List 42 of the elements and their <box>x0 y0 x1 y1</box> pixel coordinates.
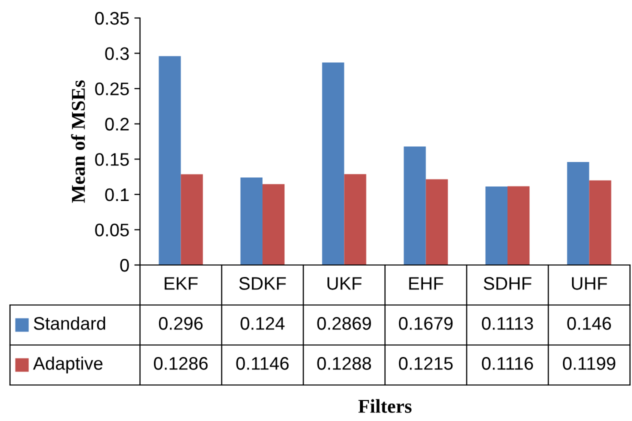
y-tick-label: 0 <box>120 258 129 272</box>
bar <box>404 146 426 265</box>
data-label: 0.146 <box>567 317 611 330</box>
data-label: 0.1113 <box>482 317 533 330</box>
bar <box>589 180 612 265</box>
y-tick-label: 0.35 <box>95 12 129 25</box>
bar <box>426 179 448 265</box>
y-axis-title: Mean of MSEs <box>71 80 85 203</box>
y-tick-label: 0.2 <box>105 118 129 131</box>
data-label: 0.1288 <box>317 357 371 370</box>
x-tick-label: UHF <box>572 277 607 290</box>
data-label: 0.1116 <box>482 357 533 370</box>
bar <box>180 174 203 265</box>
text: Filters <box>358 399 412 413</box>
y-tick-label: 0.05 <box>95 224 129 236</box>
x-tick-label: EKF <box>164 277 198 290</box>
data-label: 0.1215 <box>398 357 453 370</box>
legend-label: Adaptive <box>33 356 102 374</box>
y-tick-label: 0.15 <box>95 153 129 166</box>
data-label: 0.1286 <box>154 357 208 370</box>
y-tick-label: 0.3 <box>105 47 129 60</box>
bar <box>322 62 344 265</box>
bar <box>262 184 285 265</box>
data-label: 0.1679 <box>398 317 453 330</box>
x-tick-label: SDHF <box>484 277 532 290</box>
bar <box>344 174 366 265</box>
bar <box>240 177 262 265</box>
data-label: 0.124 <box>240 317 285 330</box>
bar <box>508 186 530 265</box>
data-label: 0.296 <box>158 317 203 330</box>
bar <box>567 162 590 265</box>
y-tick-label: 0.25 <box>95 82 129 96</box>
bar <box>485 186 508 265</box>
x-tick-label: UKF <box>328 277 362 290</box>
y-tick-label: 0.1 <box>105 188 129 202</box>
legend-label: Standard <box>34 316 106 330</box>
x-tick-label: SDKF <box>239 277 286 290</box>
data-label: 0.1146 <box>236 357 289 370</box>
data-label: 0.1199 <box>562 357 616 370</box>
x-tick-label: EHF <box>409 277 444 290</box>
bar <box>158 56 181 265</box>
data-label: 0.2869 <box>317 317 371 330</box>
